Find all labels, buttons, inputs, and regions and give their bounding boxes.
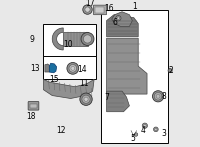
Circle shape xyxy=(116,16,121,21)
Polygon shape xyxy=(63,32,88,46)
Bar xyxy=(43,49,96,79)
Polygon shape xyxy=(107,15,138,37)
Text: 7: 7 xyxy=(104,92,109,102)
Circle shape xyxy=(152,91,164,102)
Circle shape xyxy=(168,69,172,73)
Text: 17: 17 xyxy=(86,0,95,8)
Polygon shape xyxy=(43,79,94,98)
Text: 4: 4 xyxy=(141,126,146,135)
Circle shape xyxy=(134,133,138,136)
Polygon shape xyxy=(45,64,49,72)
Circle shape xyxy=(85,7,90,12)
Circle shape xyxy=(82,95,90,103)
Bar xyxy=(101,10,168,143)
Circle shape xyxy=(155,128,157,131)
Circle shape xyxy=(117,17,120,20)
Circle shape xyxy=(83,5,92,14)
FancyBboxPatch shape xyxy=(28,102,39,110)
Circle shape xyxy=(144,124,146,127)
Circle shape xyxy=(84,97,88,101)
Circle shape xyxy=(142,123,147,128)
Bar xyxy=(30,104,37,108)
Text: 6: 6 xyxy=(112,18,117,27)
Polygon shape xyxy=(52,28,63,50)
Circle shape xyxy=(169,70,171,72)
Text: 9: 9 xyxy=(30,35,35,44)
Circle shape xyxy=(80,93,92,105)
Bar xyxy=(43,24,96,56)
Text: 1: 1 xyxy=(132,2,137,11)
Polygon shape xyxy=(49,63,57,73)
Text: 15: 15 xyxy=(49,75,59,84)
Text: 8: 8 xyxy=(162,92,166,101)
Text: 11: 11 xyxy=(79,78,89,88)
Text: 12: 12 xyxy=(56,126,66,135)
Circle shape xyxy=(154,127,158,132)
Text: 2: 2 xyxy=(169,66,174,75)
Text: 10: 10 xyxy=(64,40,73,49)
Text: 13: 13 xyxy=(30,64,40,73)
Circle shape xyxy=(71,66,75,70)
Bar xyxy=(95,7,104,13)
Polygon shape xyxy=(107,38,147,94)
Text: 16: 16 xyxy=(104,4,114,13)
Circle shape xyxy=(81,32,94,45)
Circle shape xyxy=(154,92,162,100)
Circle shape xyxy=(67,62,79,74)
FancyBboxPatch shape xyxy=(93,5,107,15)
Circle shape xyxy=(69,65,77,72)
Text: 18: 18 xyxy=(26,112,36,121)
Text: 14: 14 xyxy=(77,65,86,74)
Text: 5: 5 xyxy=(131,134,136,143)
Circle shape xyxy=(83,35,92,43)
Polygon shape xyxy=(112,12,132,26)
Circle shape xyxy=(156,94,160,98)
Polygon shape xyxy=(107,91,129,112)
Text: 3: 3 xyxy=(162,128,166,138)
